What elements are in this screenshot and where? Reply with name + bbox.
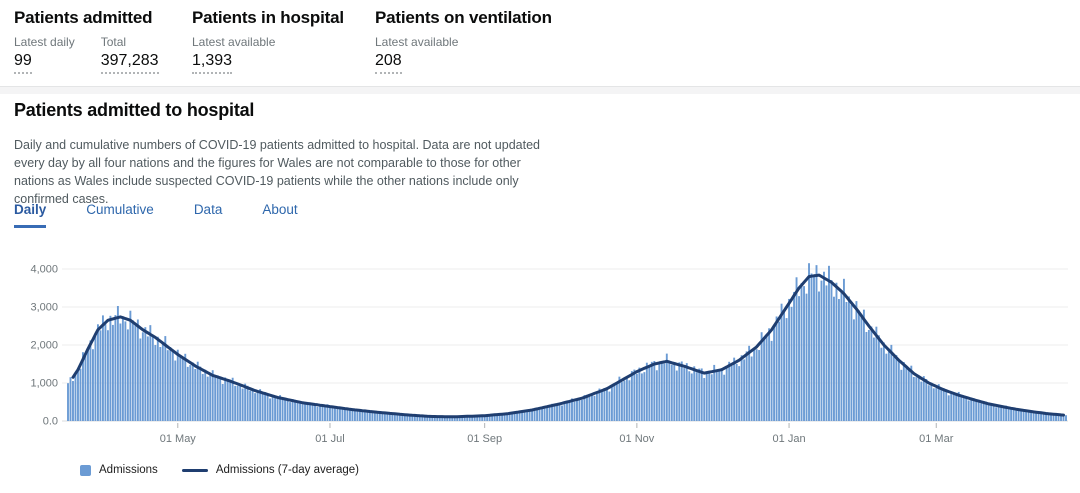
tab-cumulative[interactable]: Cumulative: [86, 202, 154, 217]
summary-stats: Patients admitted Latest daily 99 Total …: [0, 0, 1080, 86]
svg-text:01 Jul: 01 Jul: [315, 433, 344, 445]
metric-value[interactable]: 1,393: [192, 52, 233, 74]
stat-title: Patients admitted: [14, 8, 153, 27]
tab-bar: Daily Cumulative Data About: [14, 202, 298, 228]
svg-text:1,000: 1,000: [30, 378, 58, 390]
metric-value[interactable]: 208: [375, 52, 402, 74]
admissions-card: Patients admitted to hospital Daily and …: [0, 94, 1080, 493]
svg-text:01 Nov: 01 Nov: [619, 433, 654, 445]
legend-item-average: Admissions (7-day average): [181, 464, 359, 476]
metric-value[interactable]: 99: [14, 52, 32, 74]
tab-daily[interactable]: Daily: [14, 202, 47, 228]
stat-title: Patients on ventilation: [375, 8, 552, 27]
svg-text:01 Sep: 01 Sep: [467, 433, 502, 445]
legend-label: Admissions (7-day average): [215, 464, 359, 476]
svg-text:0.0: 0.0: [43, 416, 58, 428]
svg-text:2,000: 2,000: [30, 340, 58, 352]
page-title: Patients admitted to hospital: [14, 100, 255, 120]
average-line-swatch-icon: [181, 468, 208, 472]
chart-canvas[interactable]: 0.0 1,000 2,000 3,000 4,000 01 May 01 Jul 01 Se…: [0, 248, 1080, 460]
metric-value[interactable]: 397,283: [100, 52, 159, 74]
metric-latest-daily: Latest daily 99: [14, 35, 75, 74]
stat-title: Patients in hospital: [192, 8, 344, 27]
metric-label: Latest available: [192, 35, 276, 49]
admissions-chart[interactable]: 0.0 1,000 2,000 3,000 4,000 01 May 01 Jul 01 Se…: [0, 248, 1080, 460]
metric-total: Total 397,283: [100, 35, 159, 74]
metric-latest-available: Latest available 208: [375, 35, 458, 74]
metric-label: Total: [100, 35, 127, 49]
stat-patients-admitted: Patients admitted Latest daily 99 Total …: [14, 8, 159, 74]
svg-text:3,000: 3,000: [30, 302, 58, 314]
tab-about[interactable]: About: [262, 202, 298, 217]
tab-data[interactable]: Data: [193, 202, 223, 217]
admissions-swatch-icon: [80, 464, 91, 476]
card-description: Daily and cumulative numbers of COVID-19…: [14, 138, 540, 206]
metric-label: Latest daily: [14, 35, 75, 49]
metric-label: Latest available: [375, 35, 459, 49]
legend-item-admissions: Admissions: [80, 464, 158, 476]
chart-legend: Admissions Admissions (7-day average): [80, 464, 373, 476]
section-divider: [0, 86, 1080, 94]
svg-text:01 May: 01 May: [160, 433, 197, 445]
svg-text:4,000: 4,000: [30, 264, 58, 276]
stat-patients-on-ventilation: Patients on ventilation Latest available…: [375, 8, 552, 74]
stat-patients-in-hospital: Patients in hospital Latest available 1,…: [192, 8, 344, 74]
legend-label: Admissions: [99, 464, 158, 476]
metric-latest-available: Latest available 1,393: [192, 35, 275, 74]
svg-text:01 Mar: 01 Mar: [919, 433, 954, 445]
svg-text:01 Jan: 01 Jan: [773, 433, 806, 445]
